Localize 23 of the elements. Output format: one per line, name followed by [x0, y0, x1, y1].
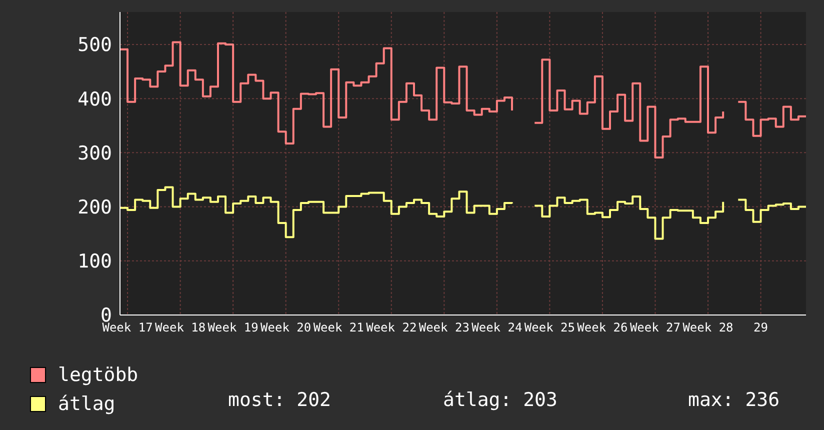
y-tick-label: 300 [78, 142, 112, 164]
y-tick-label: 200 [78, 196, 112, 219]
x-tick-label: Week 20 [260, 320, 312, 335]
text: átlag: 203 [443, 389, 558, 411]
x-tick-label: Week 21 [313, 320, 364, 335]
x-tick-label: Week 18 [155, 320, 206, 335]
x-tick-label: Week 25 [524, 320, 575, 335]
text: most: 202 [228, 389, 331, 411]
x-tick-label: Week 26 [577, 320, 628, 335]
text: max: 236 [688, 389, 780, 411]
x-tick-label: Week 22 [366, 320, 417, 335]
x-tick-label: Week 28 [682, 320, 734, 335]
x-tick-label: Week 19 [208, 320, 258, 335]
legend-label: átlag [58, 392, 116, 414]
x-tick-label: Week 17 [102, 320, 153, 335]
y-tick-label: 500 [78, 34, 112, 56]
x-tick-label: 29 [754, 320, 768, 335]
legend-label: legtöbb [58, 364, 138, 386]
x-tick-label: Week 23 [418, 320, 470, 335]
y-tick-label: 400 [78, 88, 112, 110]
x-tick-label: Week 24 [472, 320, 522, 335]
y-tick-label: 100 [78, 250, 112, 273]
x-tick-label: Week 27 [630, 320, 681, 335]
